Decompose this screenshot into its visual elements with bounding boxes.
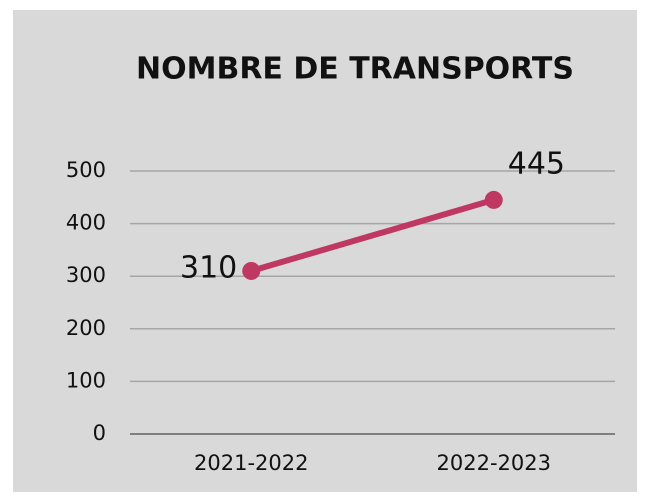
data-label: 310 [180,250,237,285]
point [242,261,261,280]
y-tick-label: 300 [66,263,106,287]
x-tick-label: 2021-2022 [194,451,308,475]
y-tick-label: 0 [93,421,106,445]
x-tick-label: 2022-2023 [437,451,551,475]
y-tick-label: 400 [66,211,106,235]
y-tick-label: 500 [66,158,106,182]
data-label: 445 [508,146,565,181]
y-tick-label: 100 [66,368,106,392]
chart-title: NOMBRE DE TRANSPORTS [136,52,574,87]
line [248,196,497,274]
y-tick-label: 200 [66,316,106,340]
point [484,190,503,209]
